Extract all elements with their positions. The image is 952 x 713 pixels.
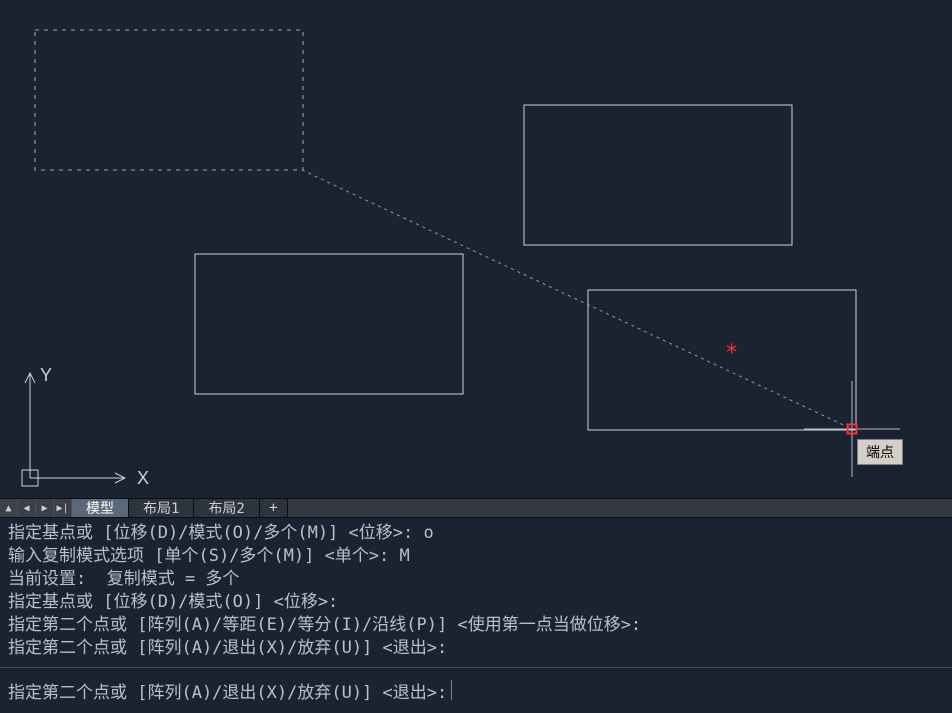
tab-add-button[interactable]: + (260, 499, 288, 517)
tab-nav-first[interactable]: ▲ (0, 499, 18, 517)
command-prompt: 指定第二个点或 [阵列(A)/退出(X)/放弃(U)] <退出>: (8, 678, 447, 703)
history-line: 指定基点或 [位移(D)/模式(O)] <位移>: (8, 591, 944, 614)
layout-tab[interactable]: 模型 (72, 499, 129, 517)
svg-text:*: * (725, 341, 738, 366)
command-input[interactable] (451, 680, 944, 700)
tab-nav-buttons: ▲ ◀ ▶ ▶| (0, 499, 72, 517)
command-history: 指定基点或 [位移(D)/模式(O)/多个(M)] <位移>: o输入复制模式选… (0, 518, 952, 668)
tab-nav-prev[interactable]: ◀ (18, 499, 36, 517)
history-line: 输入复制模式选项 [单个(S)/多个(M)] <单个>: M (8, 545, 944, 568)
layout-tab[interactable]: 布局1 (129, 499, 194, 517)
drawing-canvas[interactable]: * X Y 端点 (0, 0, 952, 498)
snap-tooltip: 端点 (857, 439, 903, 465)
layout-tab-strip: ▲ ◀ ▶ ▶| 模型布局1布局2 + (0, 498, 952, 518)
history-line: 当前设置: 复制模式 = 多个 (8, 568, 944, 591)
tab-nav-next[interactable]: ▶ (36, 499, 54, 517)
tab-nav-last[interactable]: ▶| (54, 499, 72, 517)
layout-tab[interactable]: 布局2 (194, 499, 259, 517)
command-line: 指定第二个点或 [阵列(A)/退出(X)/放弃(U)] <退出>: (0, 675, 952, 705)
svg-text:Y: Y (40, 365, 52, 385)
snap-tooltip-text: 端点 (866, 444, 894, 460)
history-line: 指定第二个点或 [阵列(A)/退出(X)/放弃(U)] <退出>: (8, 637, 944, 660)
history-line: 指定第二个点或 [阵列(A)/等距(E)/等分(I)/沿线(P)] <使用第一点… (8, 614, 944, 637)
svg-text:X: X (137, 468, 149, 488)
history-line: 指定基点或 [位移(D)/模式(O)/多个(M)] <位移>: o (8, 522, 944, 545)
